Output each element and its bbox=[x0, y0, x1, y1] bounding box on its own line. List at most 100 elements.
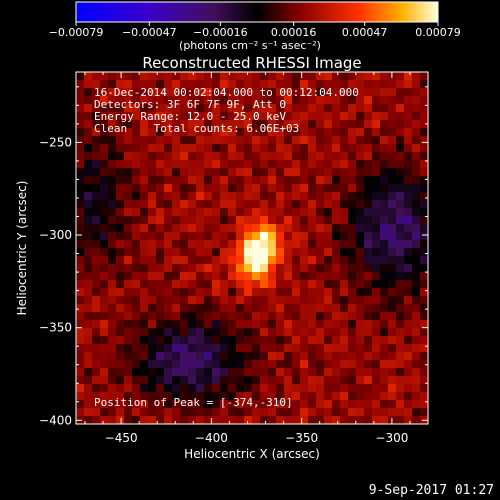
heatmap-cell bbox=[420, 128, 428, 137]
heatmap-cell bbox=[252, 296, 261, 305]
heatmap-cell bbox=[340, 392, 349, 401]
heatmap-cell bbox=[148, 144, 157, 153]
heatmap-cell bbox=[252, 168, 261, 177]
heatmap-cell bbox=[116, 128, 125, 137]
heatmap-cell bbox=[332, 184, 341, 193]
heatmap-cell bbox=[108, 224, 117, 233]
heatmap-cell bbox=[164, 328, 173, 337]
heatmap-cell bbox=[412, 216, 421, 225]
heatmap-cell bbox=[228, 312, 237, 321]
heatmap-cell bbox=[356, 296, 365, 305]
heatmap-cell bbox=[308, 384, 317, 393]
heatmap-cell bbox=[196, 240, 205, 249]
heatmap-cell bbox=[412, 168, 421, 177]
heatmap-cell bbox=[292, 360, 301, 369]
heatmap-cell bbox=[124, 200, 133, 209]
heatmap-cell bbox=[260, 376, 269, 385]
heatmap-cell bbox=[300, 200, 309, 209]
heatmap-cell bbox=[172, 88, 181, 97]
heatmap-cell bbox=[292, 400, 301, 409]
heatmap-cell bbox=[124, 128, 133, 137]
heatmap-cell bbox=[212, 280, 221, 289]
heatmap-cell bbox=[244, 392, 253, 401]
heatmap-cell bbox=[356, 336, 365, 345]
heatmap-cell bbox=[300, 336, 309, 345]
heatmap-cell bbox=[260, 120, 269, 129]
heatmap-cell bbox=[388, 104, 397, 113]
heatmap-cell bbox=[364, 88, 373, 97]
heatmap-cell bbox=[284, 328, 293, 337]
heatmap-cell bbox=[292, 216, 301, 225]
heatmap-cell bbox=[84, 400, 93, 409]
heatmap-cell bbox=[228, 360, 237, 369]
heatmap-cell bbox=[324, 376, 333, 385]
heatmap-cell bbox=[268, 96, 277, 105]
heatmap-cell bbox=[316, 312, 325, 321]
heatmap-cell bbox=[132, 168, 141, 177]
heatmap-cell bbox=[364, 240, 373, 249]
heatmap-cell bbox=[372, 384, 381, 393]
heatmap-cell bbox=[124, 88, 133, 97]
heatmap-cell bbox=[164, 240, 173, 249]
heatmap-cell bbox=[252, 80, 261, 89]
heatmap-cell bbox=[260, 200, 269, 209]
heatmap-cell bbox=[236, 392, 245, 401]
heatmap-cell bbox=[292, 72, 301, 81]
heatmap-cell bbox=[340, 344, 349, 353]
heatmap-cell bbox=[292, 120, 301, 129]
heatmap-cell bbox=[396, 168, 405, 177]
heatmap-cell bbox=[252, 344, 261, 353]
heatmap-cell bbox=[196, 352, 205, 361]
heatmap-cell bbox=[108, 96, 117, 105]
heatmap-cell bbox=[116, 192, 125, 201]
heatmap-cell bbox=[276, 208, 285, 217]
heatmap-cell bbox=[260, 400, 269, 409]
heatmap-cell bbox=[124, 376, 133, 385]
heatmap-cell bbox=[364, 96, 373, 105]
heatmap-cell bbox=[412, 112, 421, 121]
heatmap-cell bbox=[124, 304, 133, 313]
heatmap-cell bbox=[316, 112, 325, 121]
heatmap-cell bbox=[332, 320, 341, 329]
heatmap-cell bbox=[132, 312, 141, 321]
heatmap-cell bbox=[348, 304, 357, 313]
heatmap-cell bbox=[252, 272, 261, 281]
heatmap-cell bbox=[308, 368, 317, 377]
heatmap-cell bbox=[404, 152, 413, 161]
heatmap-cell bbox=[324, 120, 333, 129]
heatmap-cell bbox=[284, 288, 293, 297]
heatmap-cell bbox=[156, 152, 165, 161]
heatmap-cell bbox=[220, 224, 229, 233]
heatmap-cell bbox=[228, 240, 237, 249]
heatmap-cell bbox=[84, 224, 93, 233]
heatmap-cell bbox=[372, 176, 381, 185]
heatmap-cell bbox=[340, 120, 349, 129]
heatmap-cell bbox=[276, 296, 285, 305]
heatmap-cell bbox=[76, 328, 85, 337]
heatmap-cell bbox=[108, 72, 117, 81]
heatmap-cell bbox=[396, 352, 405, 361]
heatmap-cell bbox=[196, 144, 205, 153]
heatmap-cell bbox=[244, 352, 253, 361]
heatmap-cell bbox=[404, 232, 413, 241]
colorbar-units-label: (photons cm⁻² s⁻¹ asec⁻²) bbox=[179, 39, 321, 52]
heatmap-cell bbox=[212, 192, 221, 201]
heatmap-cell bbox=[100, 384, 109, 393]
heatmap-cell bbox=[196, 80, 205, 89]
heatmap-cell bbox=[236, 168, 245, 177]
heatmap-cell bbox=[180, 120, 189, 129]
heatmap-cell bbox=[92, 416, 101, 424]
heatmap-cell bbox=[276, 120, 285, 129]
heatmap-cell bbox=[340, 368, 349, 377]
heatmap-cell bbox=[412, 384, 421, 393]
heatmap-cell bbox=[388, 248, 397, 257]
heatmap-cell bbox=[412, 192, 421, 201]
heatmap-cell bbox=[396, 104, 405, 113]
heatmap-cell bbox=[76, 152, 85, 161]
heatmap-cell bbox=[372, 360, 381, 369]
heatmap-cell bbox=[244, 128, 253, 137]
heatmap-cell bbox=[172, 224, 181, 233]
heatmap-cell bbox=[204, 104, 213, 113]
heatmap-cell bbox=[324, 344, 333, 353]
heatmap-cell bbox=[356, 232, 365, 241]
